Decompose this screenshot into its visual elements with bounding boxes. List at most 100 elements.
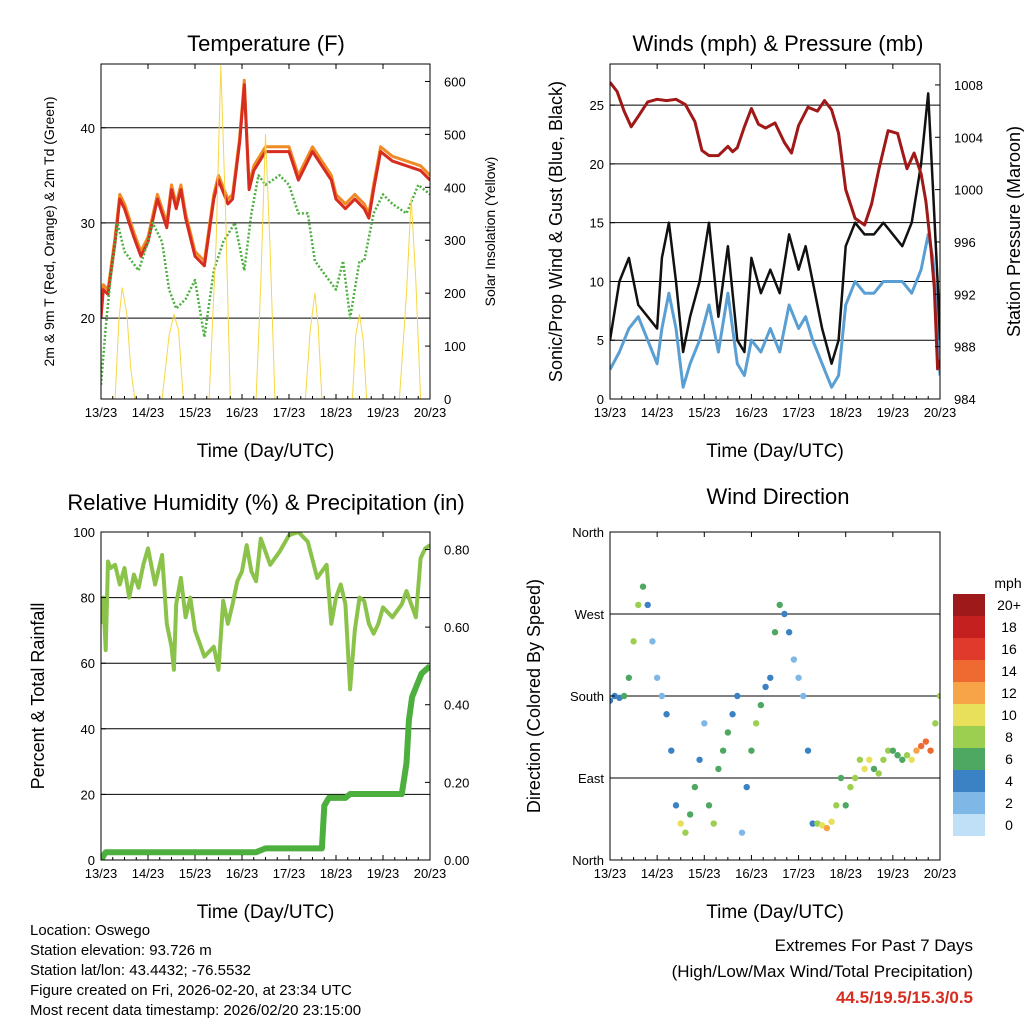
wind-direction-point [771,629,779,636]
x-axis-label: Time (Day/UTC) [197,902,335,923]
wind-direction-point [875,770,882,777]
x-tick-label: 16/23 [226,405,259,420]
wind-direction-point [781,610,788,618]
wind-direction-point [719,747,727,754]
y-tick-label: North [572,525,604,540]
wind-direction-point [861,765,868,773]
wind-direction-point [715,765,722,773]
x-tick-label: 18/23 [320,866,353,881]
x-tick-label: 16/23 [735,405,768,420]
wind-direction-point [927,747,934,754]
station-info: Location: Oswego Station elevation: 93.7… [30,921,361,1021]
plot-area [610,583,940,836]
wind-direction-point [620,692,628,700]
y-tick-label: 20 [81,311,95,326]
y-tick-label: 0 [88,853,95,868]
x-tick-label: 13/23 [594,866,627,881]
chart-title: Temperature (F) [187,31,345,56]
chart-title: Winds (mph) & Pressure (mb) [633,31,924,56]
x-tick-label: 13/23 [85,405,118,420]
legend-label: 2 [1005,795,1013,811]
wind-direction-point [734,692,741,700]
wind-direction-point [743,783,750,791]
wind-direction-point [686,811,694,818]
x-tick-label: 15/23 [688,405,721,420]
y-tick-label: 30 [81,216,95,231]
series-2m-td [101,174,430,385]
legend-label: 18 [1001,619,1017,635]
legend-swatch [953,616,985,638]
legend-title: mph [994,575,1021,591]
legend-label: 20+ [997,597,1021,613]
y-tick-label: 25 [590,98,604,113]
x-tick-label: 20/23 [414,405,447,420]
chart-panel-1: 13/23 14/23 15/23 16/23 17/23 18/23 19/23 20/23… [41,31,498,462]
x-tick-label: 19/23 [877,405,910,420]
wind-direction-point [922,738,930,745]
legend-swatch [953,682,985,704]
y-right-tick-label: 1000 [954,183,983,198]
wind-direction-point [790,656,798,663]
legend-swatch [953,770,985,792]
legend-swatch [953,748,985,770]
x-tick-label: 19/23 [367,405,400,420]
wind-direction-point [649,638,656,645]
y-right-tick-label: 500 [444,127,466,142]
chart-title: Relative Humidity (%) & Precipitation (i… [67,490,464,515]
y-axis-label: Percent & Total Rainfall [28,603,48,790]
chart-panel-3: 13/23 14/23 15/23 16/23 17/23 18/23 19/23 20/23… [28,490,469,923]
wind-direction-point [748,747,755,754]
legend-label: 6 [1005,751,1013,767]
wind-direction-point [724,729,732,736]
series-station-pressure [610,81,940,371]
x-tick-label: 15/23 [179,866,212,881]
wind-direction-point [851,774,859,782]
wind-direction-point [625,674,633,681]
wind-direction-point [917,742,925,750]
chart-panel-4: 13/23 14/23 15/23 16/23 17/23 18/23 19/23 20/23… [524,484,1022,923]
chart-panel-2: 13/23 14/23 15/23 16/23 17/23 18/23 19/23 20/23… [546,31,1024,462]
x-tick-label: 17/23 [782,405,815,420]
series-gust [610,92,940,365]
wind-direction-point [738,829,746,836]
series-solar-insolation [101,65,430,399]
y-right-axis-label: Station Pressure (Maroon) [1004,126,1024,337]
wind-direction-point [752,720,760,727]
station-elevation: Station elevation: 93.726 m [30,942,212,959]
wind-direction-point [672,802,680,809]
x-tick-label: 17/23 [273,405,306,420]
y-tick-label: 40 [81,722,95,737]
station-location: Location: Oswego [30,922,151,939]
wind-direction-point [903,752,911,759]
wind-direction-point [889,747,897,754]
y-tick-label: 20 [81,787,95,802]
y-right-tick-label: 100 [444,339,466,354]
plot-frame [100,531,431,861]
y-axis-label: Sonic/Prop Wind & Gust (Blue, Black) [546,81,566,382]
x-axis-label: Time (Day/UTC) [197,441,335,462]
wind-direction-point [701,720,708,727]
legend-swatch [953,726,985,748]
legend-swatch [953,594,985,616]
wind-direction-point [785,629,793,636]
wind-direction-point [818,822,826,829]
plot-area [610,81,940,389]
x-axis-label: Time (Day/UTC) [706,902,844,923]
wind-direction-point [776,601,783,609]
x-tick-label: 14/23 [641,866,674,881]
y-tick-label: South [570,689,604,704]
x-tick-label: 14/23 [132,405,165,420]
wind-direction-point [894,752,901,759]
speed-legend: mph 20+ 18 16 14 12 10 8 6 4 2 0 [953,575,1022,836]
wind-direction-point [884,747,892,754]
wind-direction-point [804,747,812,754]
y-right-tick-label: 600 [444,74,466,89]
legend-swatch [953,792,985,814]
series-total-precipitation [101,663,430,860]
y-axis-label: Direction (Colored By Speed) [524,579,544,813]
x-tick-label: 16/23 [735,866,768,881]
legend-label: 14 [1001,663,1017,679]
x-tick-label: 19/23 [367,866,400,881]
series-2m-t [101,83,430,319]
